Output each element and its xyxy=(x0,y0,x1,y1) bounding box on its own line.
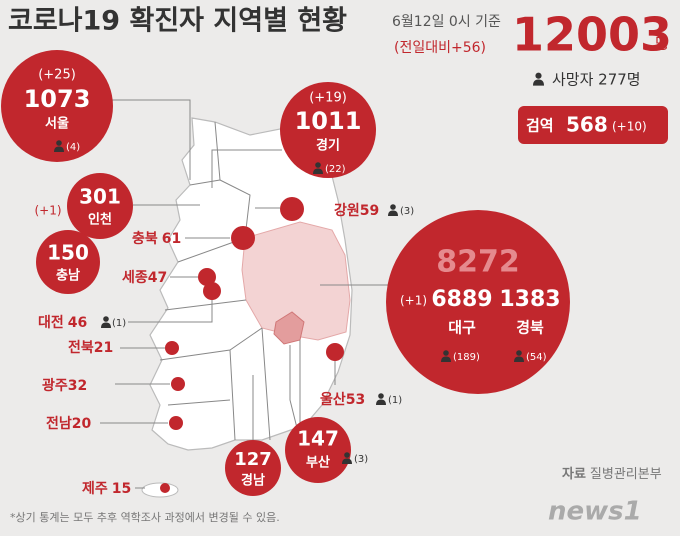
region-name: 충북 xyxy=(132,231,158,247)
region-deaths: (189) xyxy=(453,352,480,363)
region-dot xyxy=(280,197,304,221)
region-name: 인천 xyxy=(88,212,112,228)
region-label: 제주 15 xyxy=(82,481,131,497)
combined-total: 8272 xyxy=(436,245,520,280)
region-change: (+1) xyxy=(34,204,61,218)
region-deaths: (1) xyxy=(112,318,126,329)
region-name: 울산 xyxy=(320,391,346,408)
region-change: (+1) xyxy=(400,294,427,308)
region-deaths: (3) xyxy=(354,454,368,465)
map xyxy=(141,117,353,498)
region-circle xyxy=(386,210,570,394)
region-name: 광주 xyxy=(42,377,68,394)
region-name: 경기 xyxy=(316,138,340,154)
source: 자료 질병관리본부 xyxy=(562,467,662,482)
quarantine-count: 568 xyxy=(566,113,608,137)
region-name: 경북 xyxy=(516,319,544,337)
quarantine-box xyxy=(518,106,668,144)
region-label: 강원59 xyxy=(334,202,379,219)
date: 6월12일 0시 기준 xyxy=(392,14,501,30)
region-name: 충남 xyxy=(56,268,80,284)
region-circle xyxy=(285,417,351,483)
total-unit: 명 xyxy=(655,35,669,53)
region-cases: 53 xyxy=(346,392,365,408)
region-dot xyxy=(203,282,221,300)
region-deaths: (3) xyxy=(400,206,414,217)
source-label: 자료 xyxy=(562,467,586,482)
region-circle xyxy=(280,82,376,178)
change: (전일대비+56) xyxy=(394,40,486,56)
region-dot xyxy=(171,377,185,391)
quarantine-label: 검역 xyxy=(526,117,554,135)
region-name: 대구 xyxy=(448,319,476,337)
region-change: (+19) xyxy=(309,91,347,106)
region-dot xyxy=(198,268,216,286)
region-deaths: (1) xyxy=(388,395,402,406)
region-deaths: (22) xyxy=(325,164,346,175)
region-name: 대전 xyxy=(38,314,64,331)
region-cases: 1383 xyxy=(499,287,560,312)
region-label: 대전 46 xyxy=(38,314,87,331)
region-name: 경남 xyxy=(241,473,265,489)
total: 12003 xyxy=(512,8,672,62)
region-cases: 46 xyxy=(68,315,87,331)
region-name: 부산 xyxy=(306,455,330,471)
region-dot xyxy=(326,343,344,361)
region-cases: 32 xyxy=(68,378,87,394)
region-label: 충북 61 xyxy=(132,231,181,247)
region-cases: 147 xyxy=(297,427,339,451)
region-deaths: (54) xyxy=(526,352,547,363)
region-cases: 6889 xyxy=(431,287,492,312)
source-name: 질병관리본부 xyxy=(590,467,662,482)
region-label: 울산53 xyxy=(320,391,365,408)
region-name: 전남 xyxy=(46,415,72,432)
region-circle xyxy=(67,173,133,239)
region-change: (+25) xyxy=(38,68,76,83)
region-cases: 21 xyxy=(94,340,113,356)
region-circle xyxy=(1,50,113,162)
region-dot xyxy=(160,483,170,493)
quarantine-change: (+10) xyxy=(612,120,647,134)
region-cases: 301 xyxy=(79,185,121,209)
region-cases: 1011 xyxy=(295,107,362,135)
region-cases: 150 xyxy=(47,241,89,265)
region-circle xyxy=(225,440,281,496)
region-label: 세종47 xyxy=(122,270,167,286)
region-cases: 1073 xyxy=(24,85,91,113)
logo: news1 xyxy=(548,497,642,527)
region-dot xyxy=(169,416,183,430)
region-name: 서울 xyxy=(45,116,69,132)
deaths: 사망자 277명 xyxy=(552,71,641,89)
region-label: 전남20 xyxy=(46,415,92,432)
region-cases: 59 xyxy=(360,203,379,219)
region-cases: 61 xyxy=(162,231,181,247)
region-cases: 20 xyxy=(72,416,92,432)
region-deaths: (4) xyxy=(66,142,80,153)
region-cases: 47 xyxy=(148,270,167,286)
region-name: 제주 xyxy=(82,481,108,497)
region-cases: 127 xyxy=(234,449,272,470)
region-label: 광주32 xyxy=(42,377,87,394)
title: 코로나19 확진자 지역별 현황 xyxy=(8,6,347,37)
region-dot xyxy=(231,226,255,250)
region-label: 전북21 xyxy=(68,339,113,356)
region-dot xyxy=(165,341,179,355)
region-name: 전북 xyxy=(68,339,94,356)
region-cases: 15 xyxy=(112,481,131,497)
leader-lines xyxy=(100,99,392,489)
region-circle xyxy=(36,230,100,294)
region-name: 세종 xyxy=(122,270,148,286)
footnote: *상기 통계는 모두 추후 역학조사 과정에서 변경될 수 있음. xyxy=(10,510,280,524)
region-name: 강원 xyxy=(334,202,360,219)
